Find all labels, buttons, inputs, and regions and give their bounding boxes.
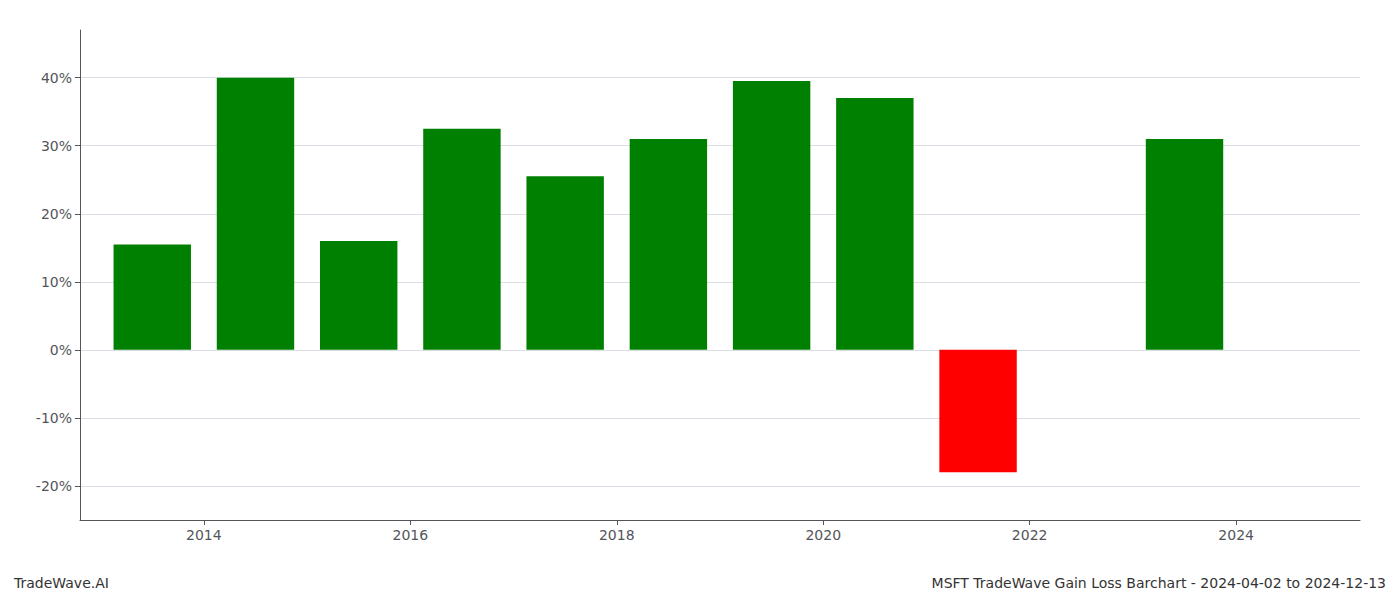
svg-text:2024: 2024: [1218, 527, 1254, 543]
svg-text:TradeWave.AI: TradeWave.AI: [13, 575, 109, 591]
svg-text:20%: 20%: [41, 206, 72, 222]
svg-text:2016: 2016: [393, 527, 429, 543]
svg-text:10%: 10%: [41, 274, 72, 290]
svg-text:-10%: -10%: [36, 410, 72, 426]
svg-text:2018: 2018: [599, 527, 635, 543]
svg-text:40%: 40%: [41, 70, 72, 86]
svg-text:0%: 0%: [50, 342, 72, 358]
svg-text:-20%: -20%: [36, 478, 72, 494]
svg-text:MSFT TradeWave Gain Loss Barch: MSFT TradeWave Gain Loss Barchart - 2024…: [932, 575, 1386, 591]
svg-text:2020: 2020: [805, 527, 841, 543]
svg-text:2014: 2014: [186, 527, 222, 543]
svg-text:30%: 30%: [41, 138, 72, 154]
svg-text:2022: 2022: [1012, 527, 1048, 543]
